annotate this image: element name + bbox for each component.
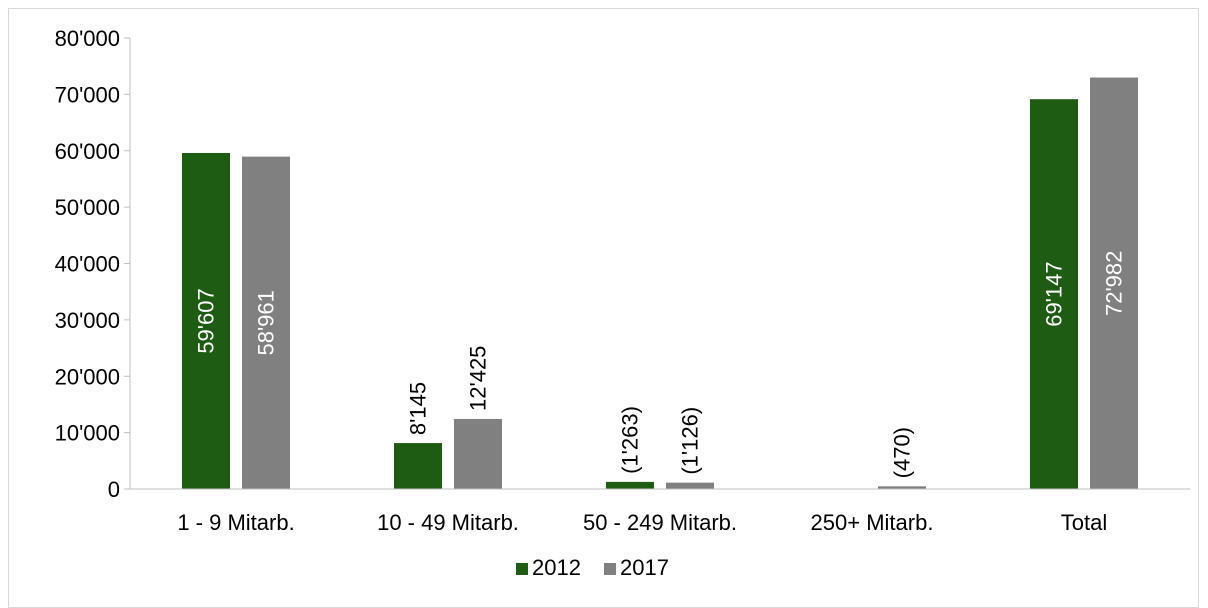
data-label-2017: 58'961 [254, 290, 279, 355]
legend: 2012 2017 [516, 555, 669, 580]
bar-2012 [182, 152, 230, 490]
data-labels: 59'607 58'961 8'145 12'425 (1'263) (1'126) (47… [194, 251, 1127, 479]
bar-2017 [666, 482, 714, 489]
y-tick-label: 80'000 [55, 26, 120, 51]
x-axis: 1 - 9 Mitarb. 10 - 49 Mitarb. 50 - 249 Mit… [130, 488, 1190, 535]
bar-2017 [242, 156, 290, 489]
bars [182, 77, 1138, 490]
y-tick-label: 50'000 [55, 195, 120, 220]
x-category-label: 10 - 49 Mitarb. [377, 510, 519, 535]
y-tick-label: 0 [108, 477, 120, 502]
y-tick-label: 70'000 [55, 82, 120, 107]
x-category-label: 1 - 9 Mitarb. [177, 510, 294, 535]
bar-2012 [606, 481, 654, 489]
y-tick-label: 30'000 [55, 308, 120, 333]
data-label-2012: 59'607 [194, 288, 219, 353]
data-label-2017: 12'425 [466, 346, 491, 411]
data-label-2012: 69'147 [1042, 261, 1067, 326]
data-label-2017: (470) [890, 427, 915, 478]
x-category-label: Total [1061, 510, 1107, 535]
y-tick-label: 10'000 [55, 421, 120, 446]
legend-label-2012: 2012 [532, 555, 581, 580]
bar-2017 [454, 418, 502, 489]
bar-2012 [394, 443, 442, 489]
x-category-label: 250+ Mitarb. [811, 510, 934, 535]
data-label-2012: (1'263) [618, 406, 643, 474]
data-label-2012: 8'145 [406, 382, 431, 435]
bar-2017 [878, 486, 926, 489]
y-tick-label: 20'000 [55, 364, 120, 389]
legend-swatch-2012 [516, 563, 528, 575]
y-axis: 0 10'000 20'000 30'000 40'000 50'000 60'000 70'… [55, 26, 131, 502]
legend-swatch-2017 [604, 563, 616, 575]
legend-label-2017: 2017 [620, 555, 669, 580]
y-tick-label: 60'000 [55, 139, 120, 164]
bar-2012 [1030, 99, 1078, 490]
data-label-2017: 72'982 [1102, 251, 1127, 316]
bar-2017 [1090, 77, 1138, 490]
x-category-label: 50 - 249 Mitarb. [583, 510, 737, 535]
data-label-2017: (1'126) [678, 407, 703, 475]
y-tick-label: 40'000 [55, 252, 120, 277]
